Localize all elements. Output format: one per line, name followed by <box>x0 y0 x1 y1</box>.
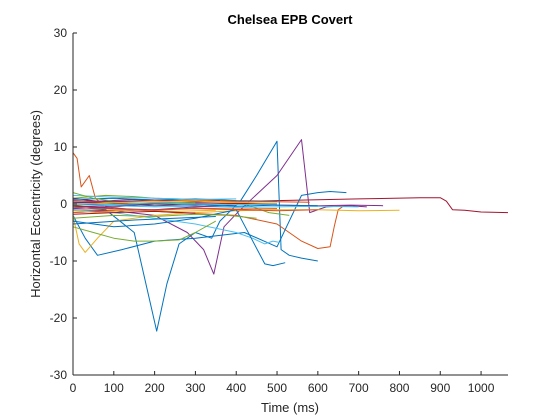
y-axis-label: Horizontal Eccentricity (degrees) <box>28 110 43 298</box>
x-tick-label: 600 <box>308 381 328 395</box>
x-tick-label: 800 <box>389 381 409 395</box>
x-tick-label: 500 <box>267 381 287 395</box>
y-tick-label: 30 <box>54 26 68 40</box>
y-tick-label: 20 <box>54 83 68 97</box>
x-tick-label: 0 <box>70 381 77 395</box>
x-tick-label: 200 <box>145 381 165 395</box>
x-tick-label: 900 <box>430 381 450 395</box>
x-tick-label: 700 <box>349 381 369 395</box>
y-tick-label: -30 <box>50 368 68 382</box>
y-tick-label: 0 <box>60 197 67 211</box>
x-tick-label: 100 <box>104 381 124 395</box>
y-tick-label: 10 <box>54 140 68 154</box>
x-axis-label: Time (ms) <box>261 400 319 415</box>
x-tick-label: 1000 <box>468 381 495 395</box>
plot-area <box>73 33 508 375</box>
chart-title: Chelsea EPB Covert <box>228 12 354 27</box>
y-tick-label: -10 <box>50 254 68 268</box>
x-tick-label: 400 <box>226 381 246 395</box>
y-tick-label: -20 <box>50 311 68 325</box>
x-tick-label: 300 <box>185 381 205 395</box>
